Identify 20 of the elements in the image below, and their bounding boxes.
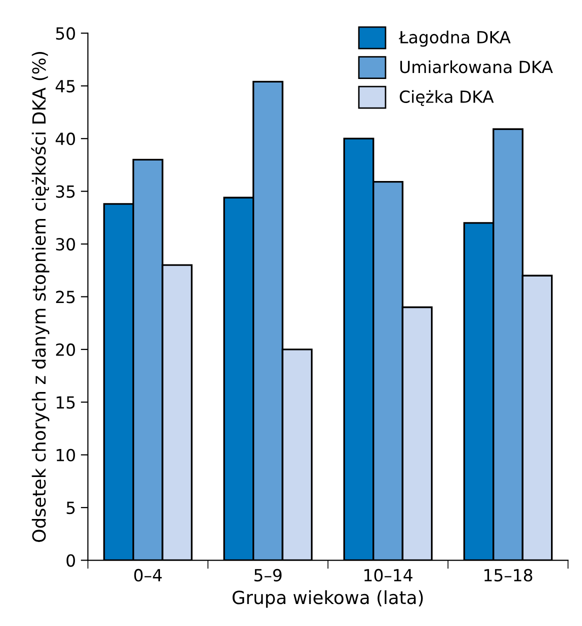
legend-label: Umiarkowana DKA xyxy=(400,60,553,74)
y-tick-label: 15 xyxy=(56,396,75,409)
y-tick-label: 35 xyxy=(56,185,75,198)
y-tick-label: 10 xyxy=(56,448,75,462)
y-tick-label: 5 xyxy=(66,502,75,514)
y-tick-label: 45 xyxy=(56,80,75,92)
x-axis-title: Grupa wiekowa (lata) xyxy=(232,590,423,608)
x-tick-label: 5–9 xyxy=(254,568,282,582)
y-axis-title: Odsetek chorych z danym stopniem ciężkości DKA (%) xyxy=(31,52,50,542)
y-tick-label: 50 xyxy=(56,27,75,40)
y-tick-label: 0 xyxy=(66,554,75,567)
y-tick-label: 20 xyxy=(56,343,75,356)
y-tick-label: 25 xyxy=(56,290,75,304)
y-tick-label: 40 xyxy=(56,132,75,146)
y-tick-label: 30 xyxy=(56,238,75,251)
legend-label: Ciężka DKA xyxy=(400,90,494,106)
x-tick-label: 10–14 xyxy=(364,568,412,582)
x-tick-label: 0–4 xyxy=(134,568,162,582)
x-tick-label: 15–18 xyxy=(484,568,532,582)
legend-label: Łagodna DKA xyxy=(398,30,511,47)
